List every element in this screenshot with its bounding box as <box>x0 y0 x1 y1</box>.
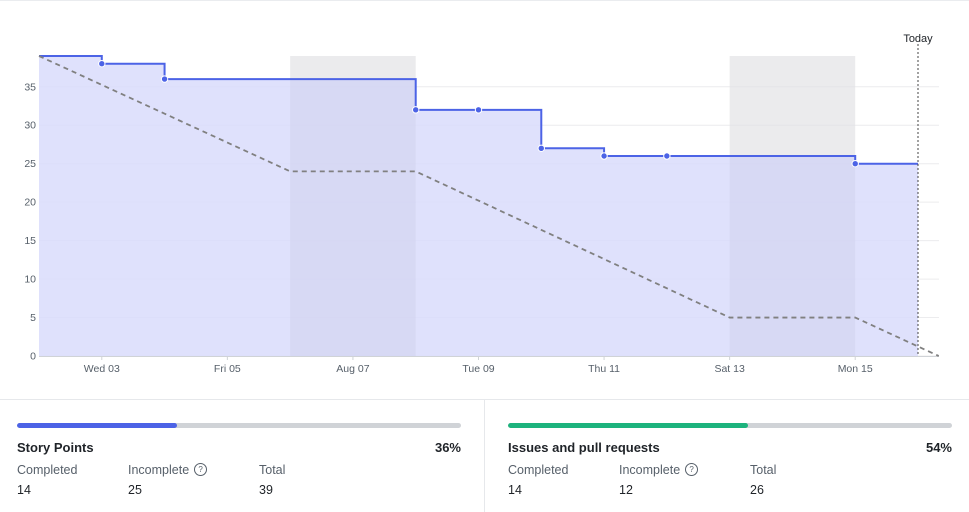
today-label: Today <box>903 33 933 45</box>
story-points-total: Total 39 <box>259 462 286 498</box>
y-tick-label: 35 <box>24 81 36 93</box>
remaining-line <box>39 55 918 165</box>
issues-incomplete-value: 12 <box>619 483 633 497</box>
data-point <box>160 75 169 83</box>
y-tick-label: 20 <box>24 197 36 209</box>
issues-incomplete: Incomplete ? 12 <box>619 462 699 497</box>
y-tick-label: 0 <box>30 351 36 363</box>
data-point <box>851 159 859 168</box>
story-points-incomplete-value: 25 <box>128 483 142 497</box>
x-tick-label: Thu 11 <box>588 363 620 375</box>
issues-title: Issues and pull requests <box>508 440 660 455</box>
y-tick-label: 10 <box>24 274 36 286</box>
weekend-band-overlay <box>729 56 856 356</box>
issues-completed: Completed 14 <box>508 462 569 498</box>
issues-incomplete-label: Incomplete <box>619 462 681 477</box>
question-circle-icon[interactable]: ? <box>194 463 208 476</box>
data-point <box>600 152 608 160</box>
story-points-panel: Story Points 36% Completed 14 Incomplete… <box>17 400 461 512</box>
story-points-total-value: 39 <box>259 483 273 497</box>
story-points-incomplete-label: Incomplete <box>128 462 190 477</box>
story-points-progress-track <box>17 423 461 428</box>
data-point <box>663 152 671 160</box>
top-border <box>0 0 969 1</box>
x-tick-label: Tue 09 <box>462 363 494 375</box>
issues-progress-track <box>508 423 952 428</box>
story-points-completed-label: Completed <box>17 462 78 477</box>
story-points-incomplete: Incomplete ? 25 <box>128 462 208 497</box>
issues-panel: Issues and pull requests 54% Completed 1… <box>508 400 952 512</box>
x-tick-label: Fri 05 <box>214 363 241 375</box>
data-point <box>98 59 106 68</box>
issues-completed-label: Completed <box>508 462 569 477</box>
issues-progress-fill <box>508 423 748 428</box>
story-points-progress-fill <box>17 423 177 428</box>
issues-total: Total 26 <box>750 462 777 498</box>
story-points-total-label: Total <box>259 462 286 477</box>
data-point <box>412 106 420 114</box>
summary-divider <box>484 400 485 512</box>
issues-percent: 54% <box>925 440 952 455</box>
x-tick-label: Mon 15 <box>838 363 873 375</box>
y-tick-label: 5 <box>30 312 36 324</box>
issues-total-value: 26 <box>750 483 764 497</box>
y-tick-label: 30 <box>24 120 36 132</box>
data-point <box>474 106 483 114</box>
issues-completed-value: 14 <box>508 483 522 497</box>
summary-section: Story Points 36% Completed 14 Incomplete… <box>0 399 969 512</box>
remaining-area <box>39 56 918 356</box>
question-circle-icon[interactable]: ? <box>685 463 699 476</box>
story-points-completed-value: 14 <box>17 483 31 497</box>
x-tick-label: Aug 07 <box>336 363 369 375</box>
data-point <box>537 144 545 153</box>
issues-total-label: Total <box>750 462 777 477</box>
weekend-band-overlay <box>290 56 416 356</box>
y-tick-label: 25 <box>24 158 36 170</box>
burndown-chart: 0 5 10 15 20 25 30 35 Wed 03 Fri 05 Aug 07 Tue 09 Th… <box>24 33 940 375</box>
x-tick-label: Wed 03 <box>84 363 120 375</box>
story-points-completed: Completed 14 <box>17 462 78 498</box>
story-points-title: Story Points <box>17 440 94 455</box>
y-tick-label: 15 <box>24 235 36 247</box>
x-tick-label: Sat 13 <box>714 363 745 375</box>
story-points-percent: 36% <box>434 440 461 455</box>
